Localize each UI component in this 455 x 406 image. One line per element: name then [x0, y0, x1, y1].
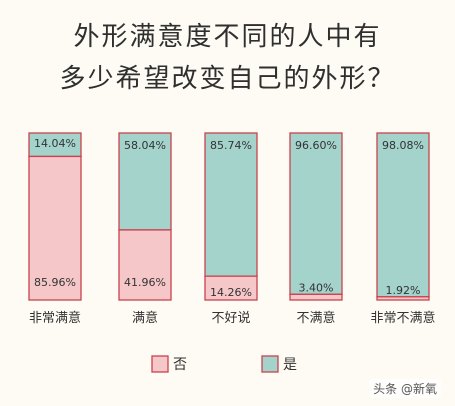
- label-yes-1: 14.04%: [34, 137, 76, 150]
- bar-yes-4: [289, 132, 343, 295]
- label-no-2: 41.96%: [124, 276, 166, 289]
- bar-no-2: [118, 229, 172, 301]
- category-label-4: 不满意: [296, 310, 335, 326]
- bar-no-4: [289, 293, 343, 301]
- category-label-1: 非常满意: [29, 310, 81, 326]
- label-yes-2: 58.04%: [124, 139, 166, 152]
- label-yes-4: 96.60%: [295, 139, 337, 152]
- label-no-1: 85.96%: [34, 276, 76, 289]
- category-label-5: 非常不满意: [370, 310, 435, 326]
- label-yes-5: 98.08%: [382, 139, 424, 152]
- category-label-2: 满意: [132, 310, 158, 326]
- legend-label-yes: 是: [283, 357, 297, 373]
- legend-swatch-yes: [261, 355, 279, 373]
- watermark: 头条 @新氧: [369, 379, 441, 398]
- bar-no-1: [28, 155, 82, 301]
- bar-no-5: [376, 296, 430, 301]
- category-label-3: 不好说: [211, 311, 250, 326]
- chart-title-line-1: 外形满意度不同的人中有: [73, 22, 382, 52]
- label-no-4: 3.40%: [299, 281, 334, 294]
- legend-label-no: 否: [173, 357, 187, 373]
- legend-swatch-no: [151, 355, 169, 373]
- bar-yes-3: [204, 132, 258, 277]
- label-no-3: 14.26%: [210, 286, 252, 299]
- label-yes-3: 85.74%: [210, 139, 252, 152]
- label-no-5: 1.92%: [386, 284, 421, 297]
- bar-no-3: [204, 275, 258, 301]
- bar-yes-5: [376, 132, 430, 298]
- chart-title-line-2: 多少希望改变自己的外形？: [59, 64, 396, 94]
